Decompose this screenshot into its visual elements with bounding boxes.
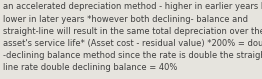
Text: lower in later years *however both declining- balance and: lower in later years *however both decli… (3, 15, 248, 24)
Text: line rate double declining balance = 40%: line rate double declining balance = 40% (3, 63, 178, 72)
Text: -declining balance method since the rate is double the straight-: -declining balance method since the rate… (3, 51, 262, 60)
Text: asset's service life* (Asset cost - residual value) *200% = double: asset's service life* (Asset cost - resi… (3, 39, 262, 48)
Text: straight-line will result in the same total depreciation over the: straight-line will result in the same to… (3, 27, 262, 36)
Text: an accelerated depreciation method - higher in earlier years but: an accelerated depreciation method - hig… (3, 2, 262, 11)
